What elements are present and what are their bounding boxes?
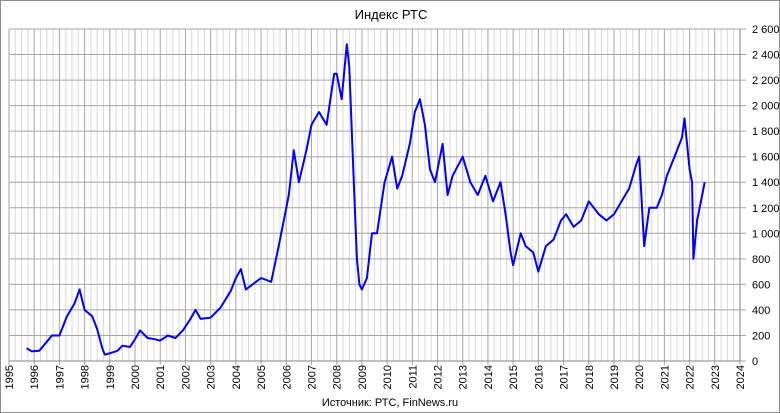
x-tick-label: 2024 bbox=[735, 365, 747, 389]
y-tick-label: 2 000 bbox=[752, 101, 780, 113]
x-tick-label: 2007 bbox=[306, 365, 318, 389]
y-tick-label: 400 bbox=[752, 305, 770, 317]
x-tick-label: 2013 bbox=[458, 365, 470, 389]
y-tick-label: 1 000 bbox=[752, 228, 780, 240]
x-tick-label: 1998 bbox=[80, 365, 92, 389]
y-tick-label: 0 bbox=[752, 356, 758, 368]
y-tick-label: 600 bbox=[752, 279, 770, 291]
x-tick-label: 2014 bbox=[483, 365, 495, 389]
x-tick-label: 2016 bbox=[533, 365, 545, 389]
y-tick-label: 200 bbox=[752, 330, 770, 342]
x-tick-label: 1997 bbox=[54, 365, 66, 389]
x-tick-label: 2010 bbox=[382, 365, 394, 389]
y-tick-label: 1 200 bbox=[752, 203, 780, 215]
x-tick-label: 2022 bbox=[685, 365, 697, 389]
x-tick-label: 2001 bbox=[155, 365, 167, 389]
series-line-rts-index bbox=[26, 43, 706, 356]
x-tick-label: 2019 bbox=[609, 365, 621, 389]
x-tick-label: 2006 bbox=[281, 365, 293, 389]
x-tick-label: 2011 bbox=[407, 365, 419, 389]
y-tick-label: 1 800 bbox=[752, 126, 780, 138]
y-tick-label: 2 600 bbox=[752, 24, 780, 36]
x-tick-label: 1999 bbox=[105, 365, 117, 389]
x-tick-label: 2012 bbox=[433, 365, 445, 389]
y-tick-label: 1 400 bbox=[752, 177, 780, 189]
x-tick-label: 1995 bbox=[4, 365, 16, 389]
x-tick-label: 2008 bbox=[332, 365, 344, 389]
x-tick-label: 2021 bbox=[659, 365, 671, 389]
x-tick-label: 2002 bbox=[180, 365, 192, 389]
x-tick-label: 2018 bbox=[584, 365, 596, 389]
x-tick-label: 2004 bbox=[231, 365, 243, 389]
x-tick-label: 1996 bbox=[29, 365, 41, 389]
y-tick-label: 800 bbox=[752, 254, 770, 266]
x-tick-label: 2003 bbox=[206, 365, 218, 389]
x-tick-label: 2020 bbox=[634, 365, 646, 389]
y-tick-label: 2 400 bbox=[752, 50, 780, 62]
x-tick-label: 2000 bbox=[130, 365, 142, 389]
chart-source: Источник: РТС, FinNews.ru bbox=[321, 397, 459, 409]
x-tick-label: 2017 bbox=[559, 365, 571, 389]
x-tick-label: 2023 bbox=[710, 365, 722, 389]
x-tick-label: 2015 bbox=[508, 365, 520, 389]
y-tick-label: 2 200 bbox=[752, 75, 780, 87]
x-tick-label: 2009 bbox=[357, 365, 369, 389]
x-tick-label: 2005 bbox=[256, 365, 268, 389]
chart-title: Индекс РТС bbox=[354, 7, 428, 22]
y-tick-label: 1 600 bbox=[752, 152, 780, 164]
